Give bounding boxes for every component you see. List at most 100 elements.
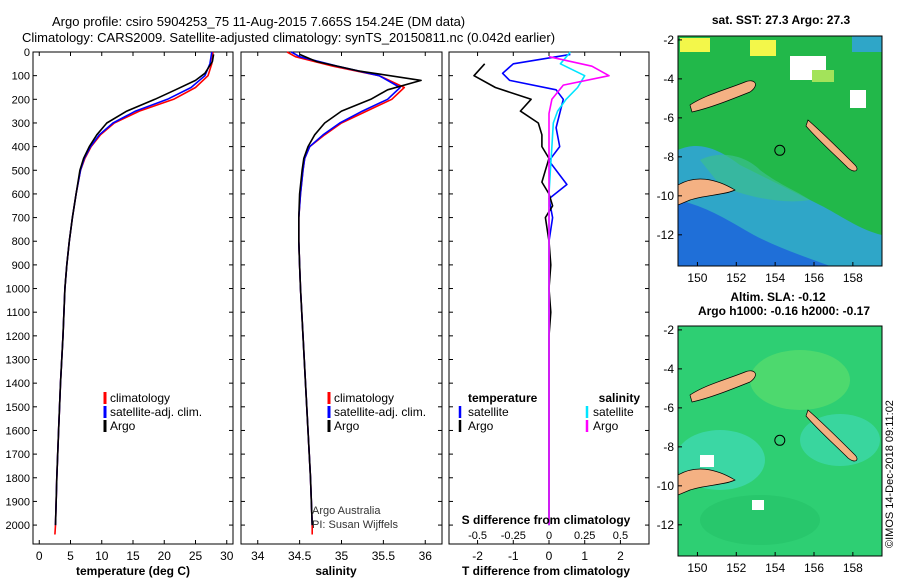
lon-tick-label: 150 xyxy=(687,271,707,285)
credit-line2: PI: Susan Wijffels xyxy=(312,519,398,531)
land-new-guinea xyxy=(678,178,736,206)
temperature-legend: climatology satellite-adj. clim. Argo xyxy=(103,391,202,433)
sst-map-field xyxy=(678,36,882,266)
legend-label-satellite: satellite-adj. clim. xyxy=(110,405,202,419)
difference-depth-ticks xyxy=(449,51,649,526)
series-line-satellite-adj-clim- xyxy=(54,51,213,526)
x-tick-label: 0 xyxy=(546,549,553,563)
lat-tick-label: -12 xyxy=(657,518,675,532)
sst-map-axes: 150 152 154 156 158 -2 -4 -6 -8 -10 -12 xyxy=(657,33,864,285)
series-line-temperature-satellite xyxy=(501,53,571,526)
depth-tick-label: 1400 xyxy=(6,378,30,390)
depth-tick-label: 1000 xyxy=(6,284,30,296)
sst-warm-patch xyxy=(750,40,776,56)
sst-map-frame xyxy=(677,35,883,267)
difference-xlabel: T difference from climatology xyxy=(462,564,630,578)
depth-tick-label: 1600 xyxy=(6,425,30,437)
x-tick-label: 36 xyxy=(419,549,433,563)
temperature-xlabel: temperature (deg C) xyxy=(76,564,190,578)
depth-tick-label: 1700 xyxy=(6,449,30,461)
x-tick-label: 15 xyxy=(126,549,140,563)
legend-label-temp-satellite: satellite xyxy=(468,405,509,419)
sla-map-frame xyxy=(677,325,883,557)
depth-tick-label: 100 xyxy=(12,71,30,83)
legend-label-temp-argo: Argo xyxy=(468,419,494,433)
series-line-argo xyxy=(297,53,422,526)
sst-map-title: sat. SST: 27.3 Argo: 27.3 xyxy=(712,13,851,27)
lat-tick-label: -8 xyxy=(663,440,674,454)
depth-tick-label: 400 xyxy=(12,142,30,154)
sst-warm-patch xyxy=(680,38,710,52)
lat-tick-label: -6 xyxy=(663,401,674,415)
depth-tick-label: 600 xyxy=(12,189,30,201)
lat-tick-label: -12 xyxy=(657,228,675,242)
salinity-x-axis: 34 34.5 35 35.5 36 xyxy=(251,52,432,563)
lon-tick-label: 154 xyxy=(765,561,785,575)
lon-tick-label: 154 xyxy=(765,271,785,285)
sla-map-title: Altim. SLA: -0.12 xyxy=(730,290,826,304)
x-tick-label: 25 xyxy=(189,549,203,563)
land-solomon-islands xyxy=(805,119,858,172)
salinity-diff-tick-label: 0.25 xyxy=(574,530,595,542)
sla-high-anomaly xyxy=(750,350,850,410)
x-tick-label: 0 xyxy=(36,549,43,563)
difference-lines xyxy=(473,51,610,526)
lon-tick-label: 156 xyxy=(804,271,824,285)
series-line-temperature-argo xyxy=(473,63,554,526)
legend-label-satellite: satellite-adj. clim. xyxy=(334,405,426,419)
credit-line1: Argo Australia xyxy=(312,505,381,517)
depth-tick-label: 300 xyxy=(12,118,30,130)
salinity-diff-tick-label: -0.25 xyxy=(501,530,526,542)
depth-tick-label: 1300 xyxy=(6,355,30,367)
lon-tick-label: 152 xyxy=(726,561,746,575)
sla-map-subtitle: Argo h1000: -0.16 h2000: -0.17 xyxy=(698,304,870,318)
temperature-x-axis: 0 5 10 15 20 25 30 xyxy=(36,52,234,563)
argo-position-marker xyxy=(774,144,786,156)
lon-tick-label: 150 xyxy=(687,561,707,575)
lat-tick-label: -8 xyxy=(663,150,674,164)
lat-tick-label: -6 xyxy=(663,111,674,125)
depth-tick-label: 1900 xyxy=(6,496,30,508)
legend-label-argo: Argo xyxy=(334,419,360,433)
land-new-guinea xyxy=(678,468,736,496)
lat-tick-label: -2 xyxy=(663,323,674,337)
salinity-difference-axis: -0.5 -0.25 0 0.25 0.5 xyxy=(468,530,628,542)
series-line-salinity-satellite xyxy=(548,51,586,526)
sla-mid-anomaly xyxy=(700,495,820,545)
x-tick-label: 5 xyxy=(67,549,74,563)
sst-coldest-water xyxy=(678,200,830,266)
sst-warm-patch xyxy=(812,70,834,82)
legend-label-climatology: climatology xyxy=(334,391,394,405)
difference-legend: temperature satellite Argo salinity sate… xyxy=(458,391,641,433)
x-tick-label: 34.5 xyxy=(288,549,312,563)
x-tick-label: 30 xyxy=(220,549,234,563)
x-tick-label: 34 xyxy=(251,549,265,563)
lat-tick-label: -10 xyxy=(657,189,675,203)
legend-label-argo: Argo xyxy=(110,419,136,433)
land-new-britain xyxy=(689,370,756,403)
depth-tick-label: 800 xyxy=(12,236,30,248)
sst-map-panel: sat. SST: 27.3 Argo: 27.3 150 152 154 156 15… xyxy=(657,13,883,285)
series-line-climatology xyxy=(54,51,214,535)
x-tick-label: 35.5 xyxy=(372,549,396,563)
depth-tick-label: 1500 xyxy=(6,402,30,414)
depth-tick-label: 1100 xyxy=(6,307,30,319)
depth-tick-label: 200 xyxy=(12,94,30,106)
difference-secondary-xlabel: S difference from climatology xyxy=(462,513,631,527)
salinity-panel: 34 34.5 35 35.5 36 salinity climatology sate… xyxy=(240,51,443,578)
sst-cloud-gap xyxy=(850,90,866,108)
salinity-xlabel: salinity xyxy=(315,564,357,578)
lon-tick-label: 156 xyxy=(804,561,824,575)
x-tick-label: 1 xyxy=(581,549,588,563)
lat-tick-label: -4 xyxy=(663,72,674,86)
legend-title-salinity: salinity xyxy=(599,391,641,405)
sst-mid-water xyxy=(700,154,810,202)
salinity-legend: climatology satellite-adj. clim. Argo xyxy=(327,391,426,433)
x-tick-label: 10 xyxy=(95,549,109,563)
argo-position-marker xyxy=(774,434,786,446)
salinity-diff-tick-label: 0 xyxy=(546,530,552,542)
series-line-climatology xyxy=(286,51,406,535)
series-line-satellite-adj-clim- xyxy=(290,51,401,526)
legend-label-climatology: climatology xyxy=(110,391,170,405)
